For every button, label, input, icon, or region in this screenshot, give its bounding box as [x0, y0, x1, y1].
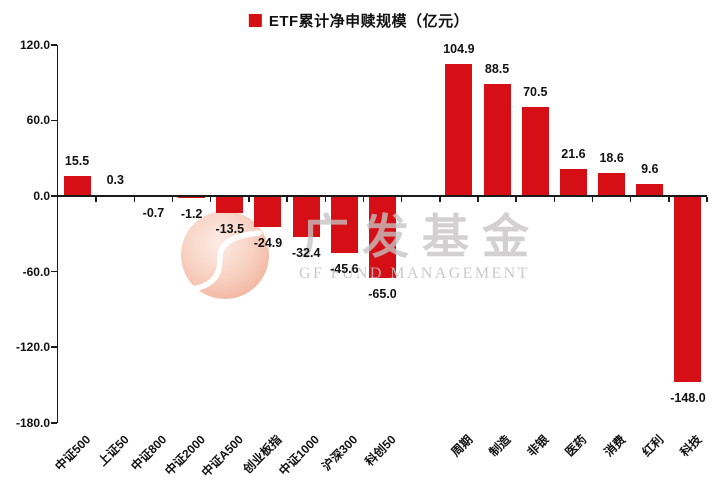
bar — [216, 196, 244, 213]
category-label: 科创50 — [362, 432, 399, 469]
bar-value-label: -24.9 — [253, 236, 283, 251]
x-axis-tick — [286, 196, 288, 202]
category-label: 红利 — [639, 432, 667, 460]
x-axis-tick — [591, 196, 594, 202]
bar — [598, 172, 626, 196]
y-axis-tick — [51, 422, 57, 424]
bar — [330, 196, 358, 254]
bar — [254, 196, 282, 228]
x-axis-tick — [477, 196, 479, 202]
watermark-text: 广发基金 — [302, 210, 542, 263]
x-axis-tick — [553, 196, 556, 202]
bar — [292, 196, 320, 237]
y-axis-line — [56, 44, 58, 423]
x-axis-tick — [706, 196, 708, 202]
category-label: 中证1000 — [276, 432, 323, 479]
x-axis-tick — [324, 196, 326, 202]
category-label: 沪深300 — [319, 432, 361, 474]
x-axis-tick — [133, 196, 136, 202]
x-axis-tick — [668, 196, 670, 202]
category-label: 消费 — [601, 432, 628, 460]
bar-value-label: -1.2 — [180, 206, 203, 221]
bar — [521, 107, 549, 196]
x-axis-tick — [209, 196, 212, 202]
bar-value-label: 104.9 — [443, 41, 475, 56]
x-axis-tick — [629, 196, 632, 202]
y-axis-tick-label: 0.0 — [33, 189, 50, 203]
bar — [63, 176, 91, 196]
category-label: 科技 — [677, 432, 705, 460]
bar-value-label: -0.7 — [142, 206, 165, 220]
x-axis-tick — [362, 196, 365, 202]
category-label: 制造 — [486, 432, 514, 460]
bar-value-label: 21.6 — [561, 146, 586, 161]
x-axis-tick — [515, 196, 517, 202]
x-axis-tick — [95, 196, 97, 202]
bar-value-label: -32.4 — [291, 245, 321, 260]
x-axis-line — [56, 195, 708, 197]
category-label: 医药 — [562, 432, 590, 460]
gf-fund-logo-watermark — [181, 211, 269, 299]
category-label: 非银 — [524, 432, 552, 460]
bar-value-label: -45.6 — [330, 262, 359, 277]
bar — [178, 196, 206, 198]
category-label: 上证50 — [95, 432, 132, 469]
x-axis-tick — [171, 196, 174, 202]
x-axis-tick — [439, 196, 441, 202]
y-axis-tick-label: -60.0 — [22, 264, 50, 279]
y-axis-tick-label: 60.0 — [26, 113, 50, 128]
y-axis-tick — [51, 44, 57, 46]
bar-value-label: -65.0 — [368, 286, 397, 301]
bar-value-label: 88.5 — [484, 62, 510, 77]
y-axis-tick-label: -120.0 — [15, 340, 50, 355]
bar-value-label: -148.0 — [670, 391, 706, 406]
bar — [445, 63, 473, 196]
y-axis-tick — [51, 195, 57, 197]
bar-value-label: 70.5 — [523, 85, 548, 100]
bar-value-label: 9.6 — [641, 161, 659, 176]
y-axis-tick — [51, 119, 57, 122]
y-axis-tick — [51, 346, 57, 348]
bar-value-label: 15.5 — [64, 154, 90, 169]
bar-value-label: 18.6 — [599, 150, 624, 165]
x-axis-tick — [248, 196, 250, 202]
bar-value-label: -13.5 — [215, 222, 245, 236]
category-label: 周期 — [448, 432, 476, 460]
bar — [369, 196, 397, 278]
bar — [636, 183, 664, 196]
bar — [674, 196, 702, 383]
bar — [483, 84, 511, 196]
x-axis-tick — [400, 196, 403, 202]
y-axis-tick-label: -180.0 — [15, 415, 50, 430]
watermark-subtext: GF FUND MANAGEMENT — [299, 265, 530, 282]
bar-value-label: 0.3 — [106, 173, 124, 187]
y-axis-tick — [51, 270, 57, 273]
category-label: 中证500 — [52, 432, 94, 474]
legend-label: ETF累计净申赎规模（亿元） — [268, 13, 470, 30]
legend-marker-square — [248, 14, 262, 27]
bar — [559, 168, 587, 196]
y-axis-tick-label: 120.0 — [19, 37, 50, 52]
legend: ETF累计净申赎规模（亿元） — [248, 10, 470, 31]
